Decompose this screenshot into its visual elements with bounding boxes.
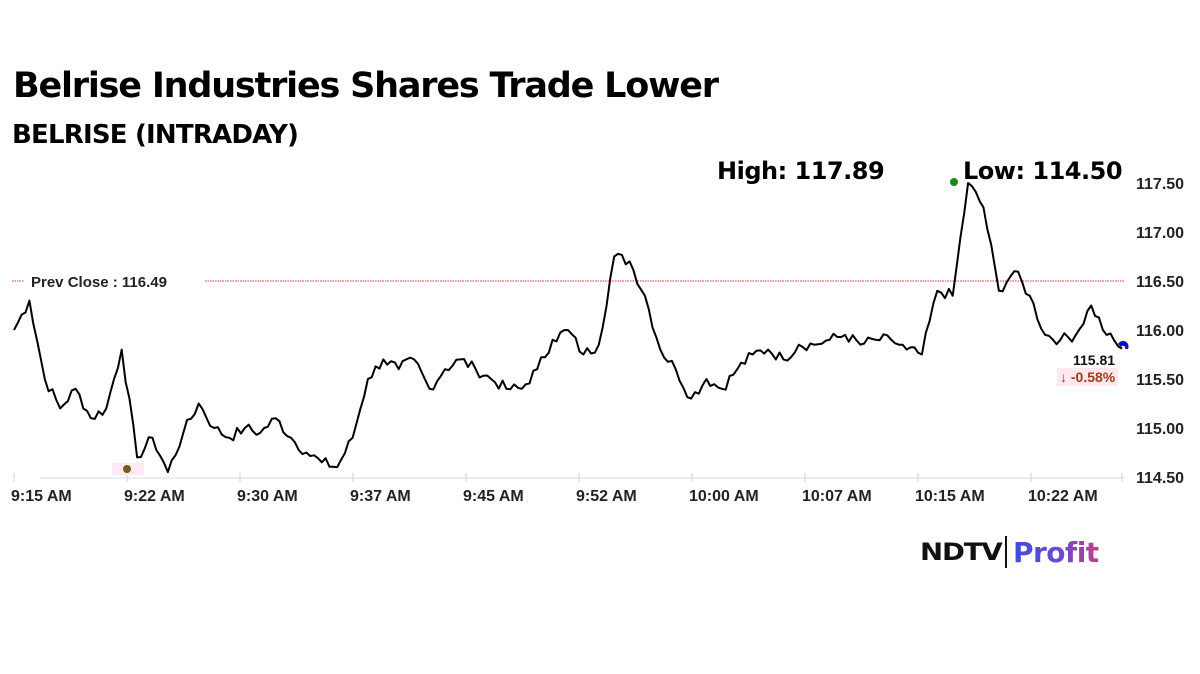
y-tick-label: 114.50 (1136, 470, 1184, 487)
y-tick-label: 116.50 (1136, 274, 1184, 291)
x-tick-label: 9:52 AM (576, 488, 637, 505)
y-axis-labels: 117.50 117.00 116.50 116.00 115.50 115.00 114.… (1136, 176, 1184, 487)
y-tick-label: 116.00 (1136, 323, 1184, 340)
logo-divider (1004, 536, 1007, 568)
y-tick-label: 117.50 (1136, 176, 1184, 193)
logo-profit: Profit (1012, 535, 1099, 569)
last-price-marker (1118, 340, 1129, 349)
y-tick-label: 115.00 (1136, 421, 1184, 438)
ndtv-profit-logo: NDTV Profit (920, 534, 1099, 570)
chart-subtitle: BELRISE (INTRADAY) (12, 120, 299, 150)
x-tick-label: 10:22 AM (1028, 488, 1098, 505)
high-label: High: 117.89 (717, 157, 885, 185)
x-tick-label: 10:15 AM (915, 488, 985, 505)
price-line (13, 182, 1123, 474)
y-tick-label: 115.50 (1136, 372, 1184, 389)
logo-ndtv: NDTV (920, 538, 1003, 566)
x-tick-label: 9:30 AM (237, 488, 298, 505)
chart-title: Belrise Industries Shares Trade Lower (13, 66, 719, 106)
low-label: Low: 114.50 (963, 157, 1123, 185)
down-arrow-icon: ↓ (1060, 369, 1067, 385)
x-axis-ticks (13, 473, 1123, 482)
x-tick-label: 9:22 AM (124, 488, 185, 505)
last-price: 115.81 (1073, 352, 1116, 368)
change-percent: -0.58% (1070, 369, 1116, 385)
x-tick-label: 9:45 AM (463, 488, 524, 505)
x-tick-label: 9:15 AM (11, 488, 72, 505)
y-tick-label: 117.00 (1136, 225, 1184, 242)
x-tick-label: 9:37 AM (350, 488, 411, 505)
x-tick-label: 10:00 AM (689, 488, 759, 505)
low-marker (123, 465, 131, 473)
high-marker (950, 178, 958, 186)
x-tick-label: 10:07 AM (802, 488, 872, 505)
prev-close-label: Prev Close : 116.49 (31, 274, 167, 291)
x-axis-labels: 9:15 AM 9:22 AM 9:30 AM 9:37 AM 9:45 AM 9:52 … (11, 488, 1098, 505)
change-badge: ↓ -0.58% (1057, 368, 1119, 386)
